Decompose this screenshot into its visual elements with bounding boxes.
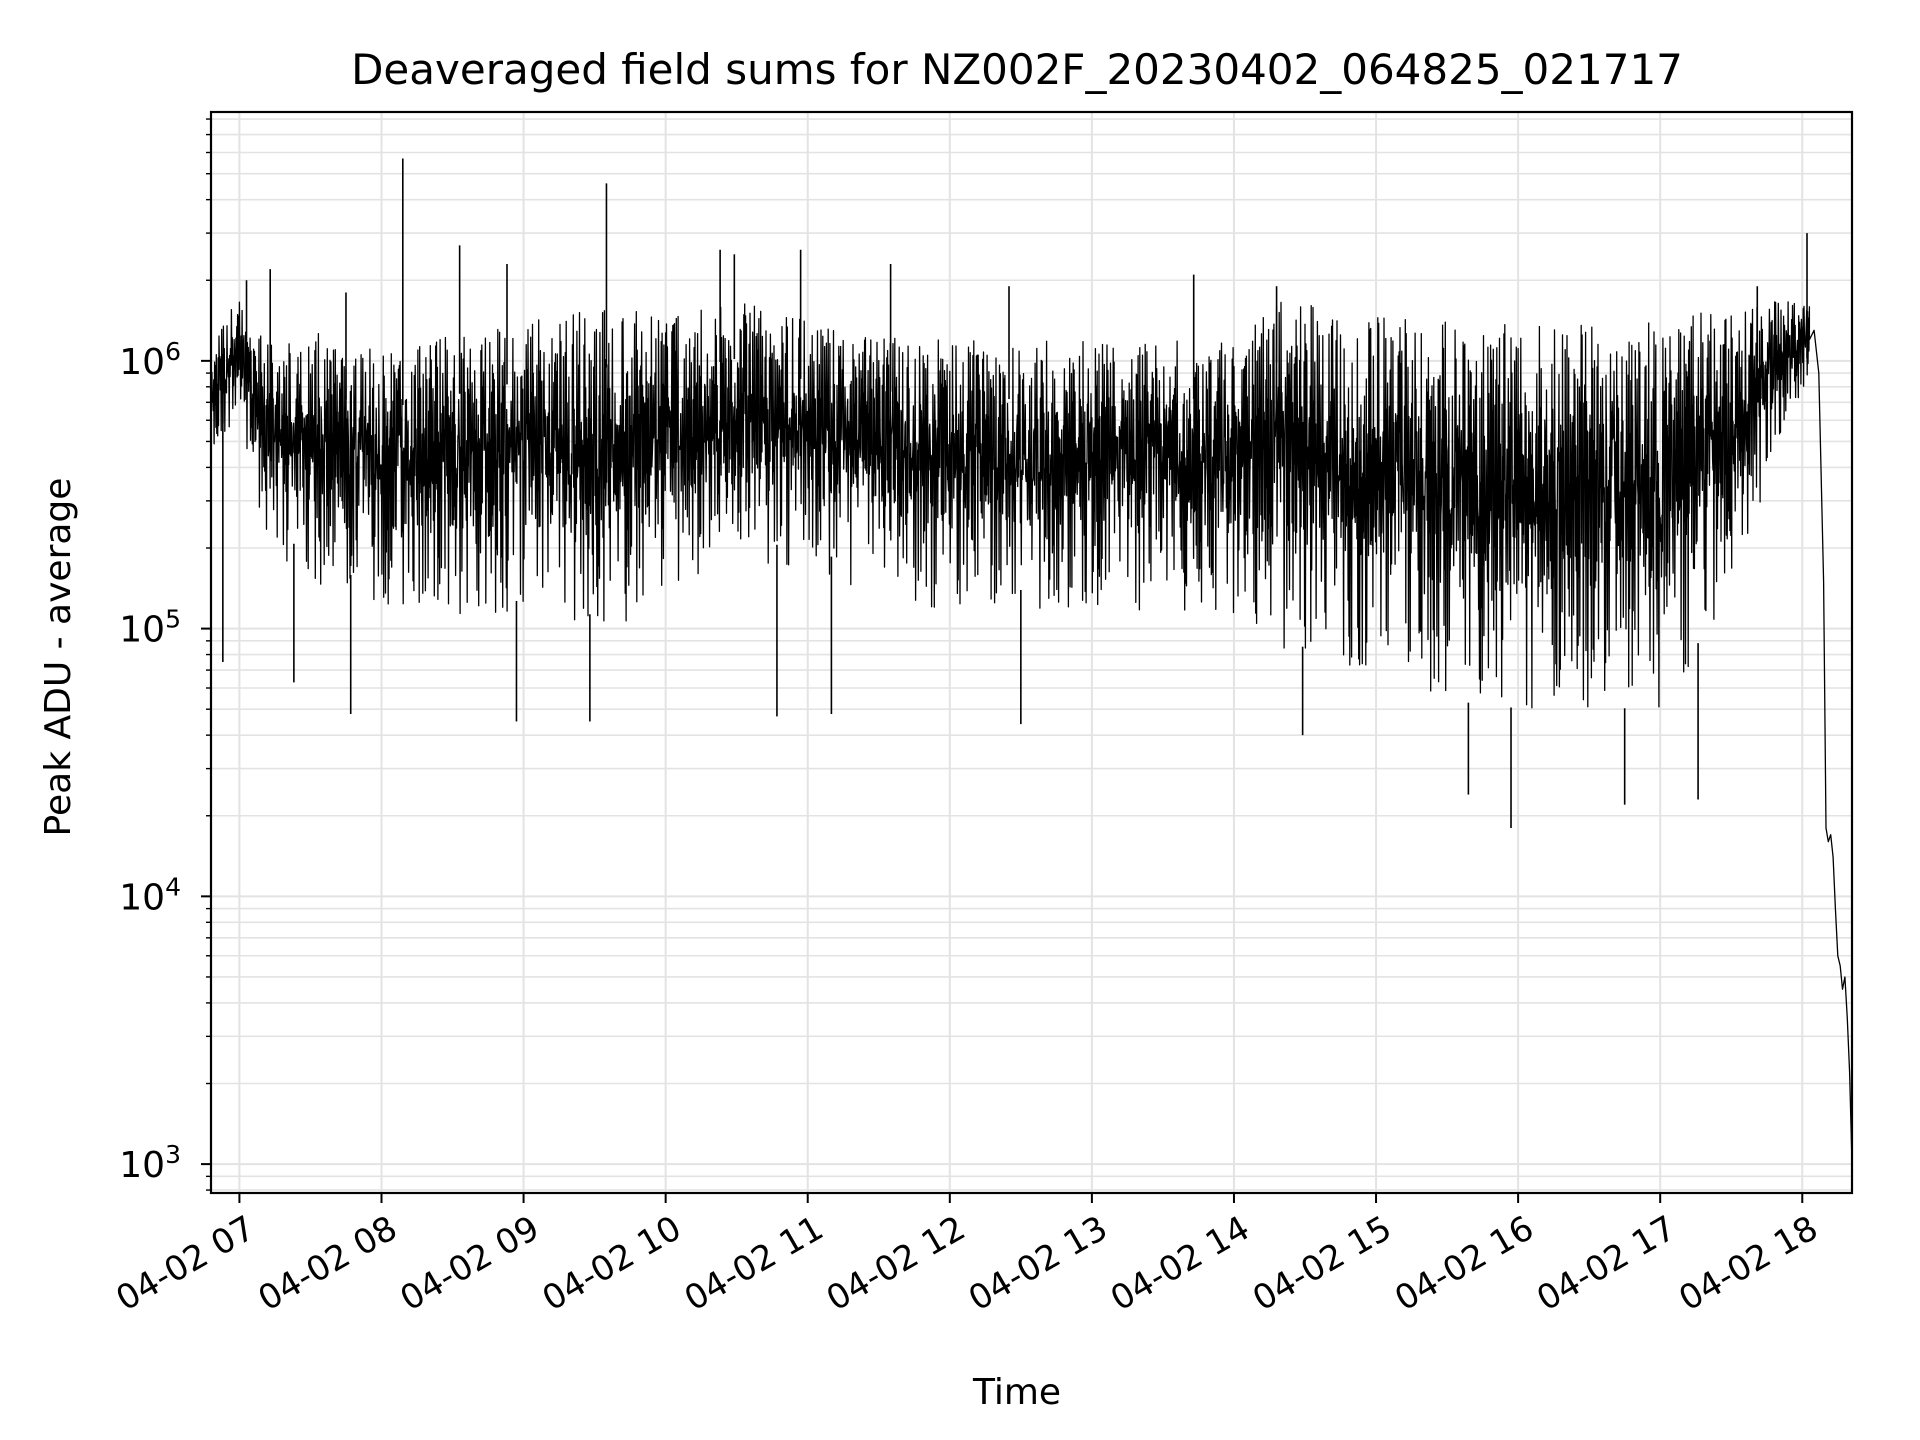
- plot-frame: [209, 110, 1854, 1195]
- series-line: [210, 301, 1853, 1165]
- y-axis-ticks: 103 104 105 106: [119, 118, 211, 1191]
- y-tick-label: 105: [119, 604, 181, 651]
- y-axis-label: Peak ADU - average: [38, 478, 79, 837]
- x-axis-label: Time: [972, 1372, 1061, 1413]
- chart-title: Deaveraged field sums for NZ002F_2023040…: [351, 45, 1683, 94]
- y-tick-label: 106: [119, 336, 181, 383]
- data-layer: [210, 158, 1853, 1165]
- y-tick-label: 103: [119, 1140, 181, 1187]
- y-tick-label: 104: [119, 872, 181, 919]
